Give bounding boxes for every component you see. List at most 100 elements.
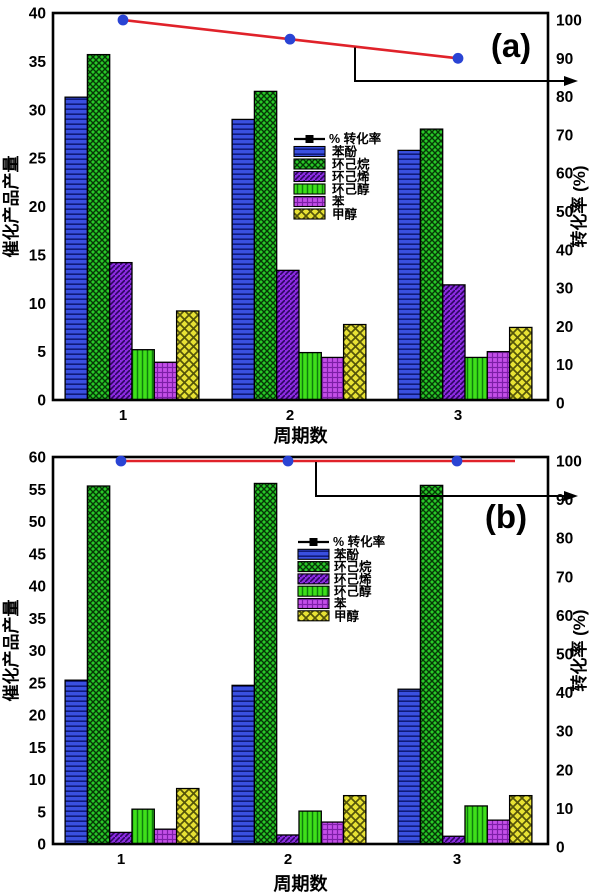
legend-swatch bbox=[297, 585, 330, 597]
right-tick-label: 100 bbox=[556, 13, 582, 30]
right-tick-label: 10 bbox=[556, 357, 573, 374]
bar-甲醇-group1 bbox=[175, 310, 200, 401]
bar-苯-group1 bbox=[153, 361, 178, 401]
x-tick-label: 2 bbox=[284, 851, 292, 868]
left-axis-title: 催化产品产量 bbox=[1, 156, 21, 258]
right-tick-label: 90 bbox=[556, 51, 573, 68]
conversion-marker-2 bbox=[284, 33, 296, 45]
legend-label: 甲醇 bbox=[332, 207, 358, 222]
chart-panel-b: 0 5 10 15 20 25 30 35 40 45 50 55 60 0 10 20 30 40 50 60 70 8… bbox=[1, 450, 589, 895]
legend-swatch bbox=[297, 597, 330, 610]
chart-panel-a: 0 5 10 15 20 25 30 35 40 0 10 20 30 40 50 60 70 80 90 100 1 2… bbox=[1, 6, 589, 447]
right-tick-label: 20 bbox=[556, 319, 573, 336]
bar-苯-group2 bbox=[320, 356, 345, 401]
left-tick-label: 30 bbox=[29, 643, 46, 660]
bar-环己烯-group3 bbox=[442, 284, 466, 401]
bar-环己烯-group1 bbox=[109, 831, 133, 845]
bar-苯-group2 bbox=[320, 821, 345, 845]
left-tick-label: 10 bbox=[29, 772, 46, 789]
left-tick-label: 20 bbox=[29, 199, 46, 216]
left-tick-label: 15 bbox=[29, 247, 47, 264]
right-tick-label: 30 bbox=[556, 281, 573, 298]
bar-苯酚-group1 bbox=[64, 96, 89, 401]
bar-groups bbox=[64, 482, 533, 845]
left-tick-label: 15 bbox=[29, 740, 47, 757]
axis-pointer-arrowhead bbox=[564, 491, 578, 501]
legend-swatch bbox=[297, 573, 330, 585]
axis-pointer-arrowhead bbox=[564, 76, 578, 86]
bar-环己烷-group1 bbox=[86, 485, 111, 845]
legend-swatch bbox=[297, 548, 330, 560]
conversion-marker-3 bbox=[451, 455, 463, 467]
bar-苯酚-group3 bbox=[397, 149, 422, 401]
bar-苯酚-group2 bbox=[231, 684, 256, 845]
legend-label: 环己烯 bbox=[334, 571, 372, 586]
right-tick-label: 70 bbox=[556, 569, 573, 586]
bar-甲醇-group3 bbox=[508, 326, 533, 401]
left-tick-label: 0 bbox=[37, 393, 46, 410]
legend-label: 环己烷 bbox=[332, 157, 370, 172]
right-tick-label: 70 bbox=[556, 127, 573, 144]
legend-label: 苯 bbox=[331, 194, 345, 209]
right-tick-label: 40 bbox=[556, 685, 573, 702]
bar-苯酚-group2 bbox=[231, 118, 256, 401]
legend-label: 环己醇 bbox=[332, 182, 370, 197]
bar-环己醇-group2 bbox=[298, 351, 322, 401]
left-tick-label: 50 bbox=[29, 514, 46, 531]
bar-甲醇-group2 bbox=[342, 323, 367, 401]
legend-label: 苯酚 bbox=[333, 547, 360, 562]
plot-frame bbox=[51, 11, 550, 402]
legend-swatch bbox=[293, 145, 326, 158]
left-tick-label: 0 bbox=[37, 837, 46, 854]
axis-pointer-line bbox=[354, 47, 566, 82]
legend-line-marker bbox=[305, 135, 314, 143]
bar-苯-group3 bbox=[486, 350, 511, 401]
right-tick-label: 90 bbox=[556, 492, 573, 509]
legend-label: 苯酚 bbox=[331, 144, 358, 159]
bar-甲醇-group3 bbox=[508, 794, 533, 845]
right-tick-label: 100 bbox=[556, 454, 582, 471]
conversion-marker-1 bbox=[117, 14, 129, 26]
bar-groups bbox=[64, 53, 533, 401]
left-tick-label: 40 bbox=[29, 6, 46, 23]
legend-swatch bbox=[293, 158, 326, 170]
left-tick-label: 35 bbox=[29, 611, 47, 628]
legend-label: 甲醇 bbox=[334, 608, 360, 623]
bar-环己烯-group2 bbox=[276, 834, 300, 845]
panel-label: (a) bbox=[491, 27, 531, 64]
legend-label: 环己烯 bbox=[332, 169, 370, 184]
right-tick-label: 60 bbox=[556, 608, 573, 625]
right-axis-title: 转化率 (%) bbox=[569, 609, 589, 691]
left-tick-label: 35 bbox=[29, 54, 47, 71]
right-axis-title: 转化率 (%) bbox=[569, 165, 589, 247]
right-tick-label: 80 bbox=[556, 89, 573, 106]
legend-swatch bbox=[297, 610, 330, 622]
bar-苯-group1 bbox=[153, 828, 178, 845]
bar-环己烷-group2 bbox=[253, 90, 278, 401]
legend-label: 苯 bbox=[333, 596, 347, 611]
right-tick-label: 20 bbox=[556, 762, 573, 779]
legend-swatch bbox=[293, 195, 326, 208]
left-tick-label: 25 bbox=[29, 675, 47, 692]
bar-甲醇-group1 bbox=[175, 787, 200, 845]
bar-环己醇-group3 bbox=[464, 805, 488, 845]
panel-label: (b) bbox=[485, 498, 527, 535]
legend-line-marker bbox=[309, 538, 318, 546]
right-tick-label: 50 bbox=[556, 204, 573, 221]
bar-环己醇-group1 bbox=[131, 349, 155, 401]
legend-label: % 转化率 bbox=[329, 131, 382, 146]
bar-环己烷-group3 bbox=[419, 128, 444, 401]
left-tick-label: 30 bbox=[29, 102, 46, 119]
left-tick-label: 5 bbox=[37, 804, 46, 821]
bar-苯-group3 bbox=[486, 819, 511, 845]
conversion-marker-1 bbox=[115, 455, 127, 467]
left-tick-label: 10 bbox=[29, 296, 46, 313]
bar-甲醇-group2 bbox=[342, 794, 367, 845]
bar-环己醇-group1 bbox=[131, 808, 155, 845]
right-tick-label: 30 bbox=[556, 724, 573, 741]
left-tick-label: 25 bbox=[29, 151, 47, 168]
x-tick-label: 2 bbox=[286, 407, 294, 424]
